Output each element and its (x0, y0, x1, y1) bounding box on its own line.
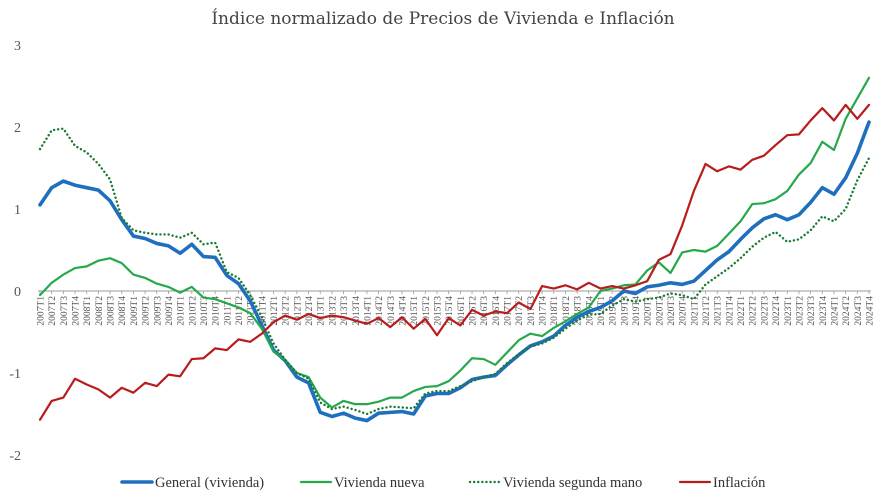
x-tick-label: 2019T1 (597, 296, 607, 326)
x-tick-label: 2010T4 (212, 296, 222, 326)
x-tick-label: 2020T3 (667, 296, 677, 326)
x-tick-label: 2024T1 (830, 296, 840, 326)
x-tick-label: 2008T1 (83, 296, 93, 326)
y-tick-label: 2 (14, 121, 21, 136)
x-tick-label: 2012T3 (293, 296, 303, 326)
x-tick-label: 2014T1 (363, 296, 373, 326)
series-layer (38, 76, 871, 423)
x-tick-label: 2021T1 (690, 296, 700, 326)
legend-label-3: Vivienda segunda mano (503, 475, 642, 491)
x-tick-label: 2007T2 (48, 296, 58, 326)
series-line-3 (38, 127, 871, 416)
x-tick-label: 2020T4 (679, 296, 689, 326)
y-axis: 3 2 1 0 -1 -2 (9, 39, 21, 464)
x-tick-label: 2013T2 (328, 296, 338, 326)
x-tick-label: 2020T1 (644, 296, 654, 326)
x-tick-label: 2011T1 (223, 296, 233, 325)
x-tick-label: 2016T3 (480, 296, 490, 326)
x-tick-label: 2022T2 (749, 296, 759, 326)
x-tick-label: 2016T1 (457, 296, 467, 326)
y-tick-label: 1 (14, 203, 21, 218)
x-tick-label: 2014T2 (375, 296, 385, 326)
legend-label-2: Vivienda nueva (334, 475, 425, 491)
x-tick-label: 2011T4 (258, 296, 268, 325)
x-tick-label: 2017T3 (527, 296, 537, 326)
x-tick-label: 2019T2 (609, 296, 619, 326)
x-tick-label: 2009T2 (142, 296, 152, 326)
x-tick-label: 2012T4 (305, 296, 315, 326)
x-tick-label: 2019T4 (632, 296, 642, 326)
chart-title: Índice normalizado de Precios de Viviend… (211, 8, 674, 29)
y-tick-label: 0 (14, 285, 21, 300)
y-tick-label: 3 (14, 39, 21, 54)
x-tick-label: 2009T4 (165, 296, 175, 326)
x-tick-label: 2015T4 (445, 296, 455, 326)
x-tick-label: 2011T3 (247, 296, 257, 325)
x-tick-label: 2010T1 (177, 296, 187, 326)
legend: General (vivienda) Vivienda nueva Vivienda… (120, 475, 766, 491)
legend-label-4: Inflación (713, 475, 766, 491)
x-tick-label: 2008T4 (118, 296, 128, 326)
x-tick-label: 2022T4 (772, 296, 782, 326)
series-line-4 (38, 103, 871, 421)
legend-label-1: General (vivienda) (155, 475, 264, 491)
x-tick-label: 2013T3 (340, 296, 350, 326)
x-tick-label: 2012T2 (282, 296, 292, 326)
x-tick-label: 2020T2 (655, 296, 665, 326)
x-tick-label: 2017T2 (515, 296, 525, 326)
x-tick-label: 2013T4 (352, 296, 362, 326)
x-tick-label: 2021T4 (725, 296, 735, 326)
x-tick-label: 2013T1 (317, 296, 327, 326)
x-tick-label: 2008T2 (95, 296, 105, 326)
y-tick-label: -2 (9, 449, 21, 464)
x-tick-label: 2023T3 (807, 296, 817, 326)
x-tick-label: 2022T1 (737, 296, 747, 326)
x-tick-label: 2018T2 (562, 296, 572, 326)
x-tick-label: 2012T1 (270, 296, 280, 326)
x-axis: 2007T1 2007T2 2007T3 2007T4 2008T1 2008T2 2008… (37, 290, 876, 326)
x-tick-label: 2021T3 (714, 296, 724, 326)
x-tick-label: 2015T3 (433, 296, 443, 326)
x-tick-label: 2007T4 (72, 296, 82, 326)
x-tick-label: 2023T1 (784, 296, 794, 326)
x-tick-label: 2008T3 (107, 296, 117, 326)
x-tick-label: 2015T1 (410, 296, 420, 326)
x-tick-label: 2021T2 (702, 296, 712, 326)
x-tick-label: 2022T3 (760, 296, 770, 326)
series-line-1 (38, 120, 871, 423)
series-line-2 (38, 76, 871, 409)
x-tick-label: 2023T4 (819, 296, 829, 326)
x-tick-label: 2009T1 (130, 296, 140, 326)
x-tick-label: 2017T4 (539, 296, 549, 326)
x-tick-label: 2024T3 (854, 296, 864, 326)
x-tick-label: 2018T1 (550, 296, 560, 326)
x-tick-label: 2018T3 (574, 296, 584, 326)
x-tick-label: 2014T4 (398, 296, 408, 326)
x-tick-label: 2007T3 (60, 296, 70, 326)
x-tick-label: 2015T2 (422, 296, 432, 326)
y-tick-label: -1 (9, 367, 21, 382)
x-tick-label: 2010T3 (200, 296, 210, 326)
x-tick-label: 2023T2 (795, 296, 805, 326)
x-tick-label: 2010T2 (188, 296, 198, 326)
x-tick-label: 2019T3 (620, 296, 630, 326)
x-tick-label: 2024T4 (866, 296, 876, 326)
x-tick-label: 2024T2 (842, 296, 852, 326)
x-tick-label: 2007T1 (37, 296, 47, 326)
x-tick-label: 2011T2 (235, 296, 245, 325)
x-tick-label: 2014T3 (387, 296, 397, 326)
x-tick-label: 2009T3 (153, 296, 163, 326)
